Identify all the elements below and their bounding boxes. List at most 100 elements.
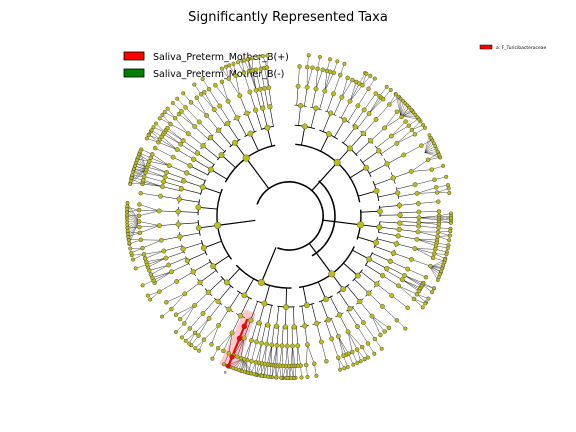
taxon-node [225,98,231,104]
taxon-node [394,140,400,146]
taxon-node [361,107,367,113]
taxon-node [379,303,385,309]
tree-branch [255,69,261,90]
taxon-node [409,127,415,133]
taxon-node [263,374,268,379]
tree-branch [193,159,211,170]
tree-branch [357,236,377,244]
taxon-node [172,115,178,121]
tree-branch [386,154,404,165]
taxon-node [174,279,180,284]
taxon-node [162,110,167,115]
taxon-node [226,76,232,81]
tree-branch [424,152,439,155]
taxon-node [176,196,182,202]
taxon-node [291,324,297,330]
taxon-node [183,105,188,110]
tree-branch [363,119,377,134]
tree-branch [217,219,256,226]
taxon-node [185,131,191,137]
taxon-node [396,226,402,233]
taxon-node [444,174,449,179]
taxon-node [295,343,301,349]
taxon-node [373,187,380,194]
tree-branch [404,275,423,285]
taxon-node [158,193,163,199]
taxon-node [339,94,345,100]
taxon-node [233,73,238,79]
taxon-node [215,346,221,351]
tree-branch [296,86,299,106]
tree-branch [319,90,326,110]
tree-branch [227,101,238,119]
taxon-node [446,186,451,191]
tree-branch [179,305,195,320]
tree-branch [214,109,226,126]
tree-branch [414,248,435,254]
taxon-node [256,320,262,326]
taxon-node [153,121,158,126]
tree-branch [208,303,221,319]
taxon-node [336,312,343,318]
tree-branch [333,74,341,94]
taxon-node [430,290,435,295]
tree-branch [255,343,262,363]
taxon-node [200,244,207,251]
tree-branch [377,192,398,198]
taxon-node [129,250,134,255]
taxon-node [419,143,424,148]
taxon-node [329,336,335,342]
taxon-node [355,360,360,365]
tree-branch [255,110,262,130]
taxon-node [178,141,184,147]
tree-branch [315,68,318,89]
tree-branch [364,93,376,111]
taxon-node [125,204,130,209]
tree-branch [379,221,400,224]
taxon-node [209,342,214,347]
tree-branch [249,133,259,151]
tree-branch [169,165,187,174]
taxon-node [394,92,398,97]
tree-branch [138,210,160,216]
taxon-node [194,95,200,100]
tree-branch [226,268,241,283]
tree-branch [306,344,308,366]
tree-branch [315,69,323,89]
taxon-node [328,110,334,116]
taxon-node [285,376,290,381]
tree-branch [297,66,300,87]
taxon-node [426,296,431,301]
taxon-node [248,317,254,323]
taxon-node [133,266,138,271]
taxon-node [360,82,365,88]
tree-branch [127,202,140,222]
tree-branch [126,215,140,222]
tree-branch [311,88,317,108]
tree-branch [188,133,204,146]
tree-branch [269,106,274,127]
taxon-node [359,344,365,350]
taxon-node [195,204,202,211]
legend-swatch-negative [123,68,145,78]
tree-branch [271,325,275,345]
tree-branch [133,169,147,173]
tree-branch [310,108,317,128]
taxon-node [130,257,135,262]
tree-branch [221,154,236,169]
taxon-node [352,124,358,130]
legend-label-positive: Saliva_Preterm_Mother_B(+) [153,52,289,63]
taxon-node [158,237,164,243]
tree-branch [281,326,284,346]
tree-branch [267,305,272,325]
taxon-node [157,116,162,121]
tree-branch [402,279,421,289]
tree-branch [400,105,408,116]
taxon-node [302,323,308,329]
taxon-node [425,157,431,163]
taxon-node [241,292,248,299]
taxon-node [236,60,241,65]
tree-branch [416,239,438,241]
taxon-node [156,223,162,229]
tree-branch [126,209,140,222]
